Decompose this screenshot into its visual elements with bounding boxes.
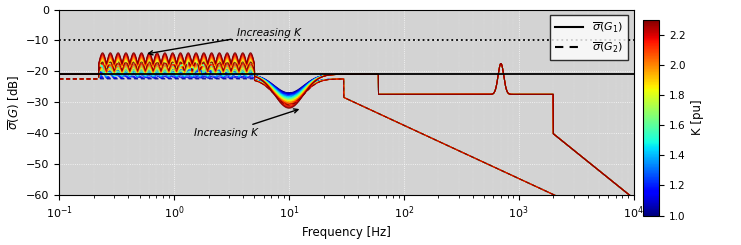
Legend: $\overline{\sigma}(G_1)$, $\overline{\sigma}(G_2)$: $\overline{\sigma}(G_1)$, $\overline{\si… — [550, 15, 628, 61]
Y-axis label: $\overline{\sigma}(G)$ [dB]: $\overline{\sigma}(G)$ [dB] — [5, 74, 21, 130]
X-axis label: Frequency [Hz]: Frequency [Hz] — [302, 226, 391, 239]
Y-axis label: K [pu]: K [pu] — [691, 100, 705, 135]
Text: Increasing K: Increasing K — [149, 28, 301, 55]
Text: Increasing K: Increasing K — [194, 109, 298, 138]
